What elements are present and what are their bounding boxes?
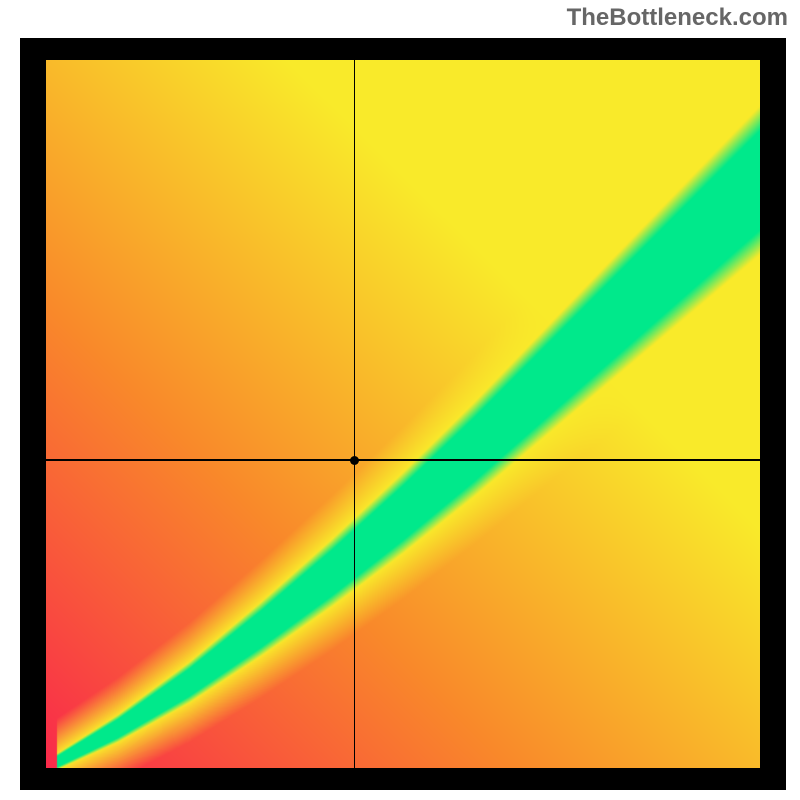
crosshair-point xyxy=(350,456,359,465)
heatmap-canvas xyxy=(46,60,760,768)
watermark-text: TheBottleneck.com xyxy=(567,4,788,32)
crosshair-horizontal xyxy=(46,459,760,461)
crosshair-vertical xyxy=(354,60,356,768)
chart-container: TheBottleneck.com xyxy=(0,0,800,800)
plot-area xyxy=(46,60,760,768)
outer-frame xyxy=(20,38,786,790)
